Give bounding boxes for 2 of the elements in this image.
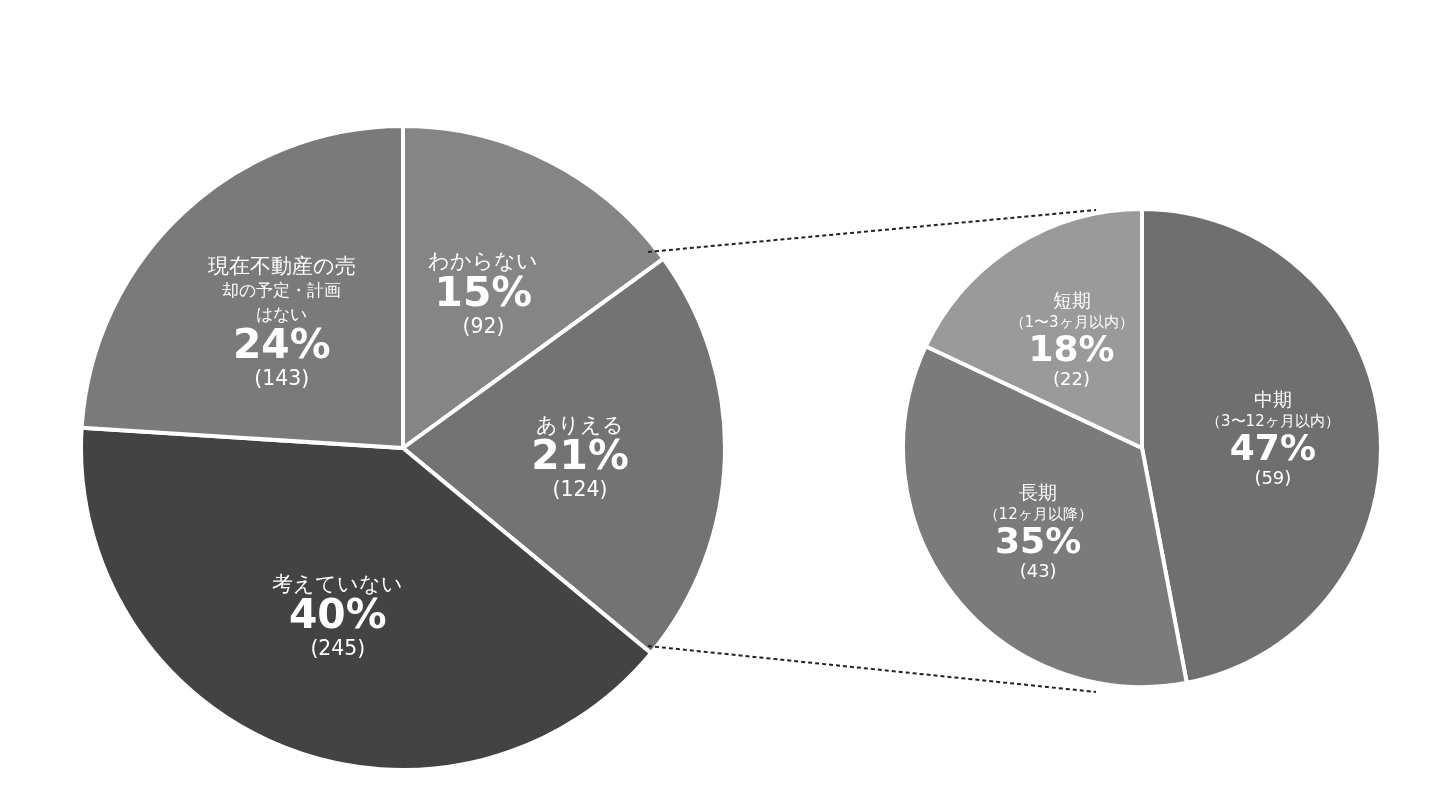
slice-label: 長期（12ヶ月以降） (983, 481, 1093, 523)
slice-label: 中期（3〜12ヶ月以内） (1206, 388, 1340, 431)
